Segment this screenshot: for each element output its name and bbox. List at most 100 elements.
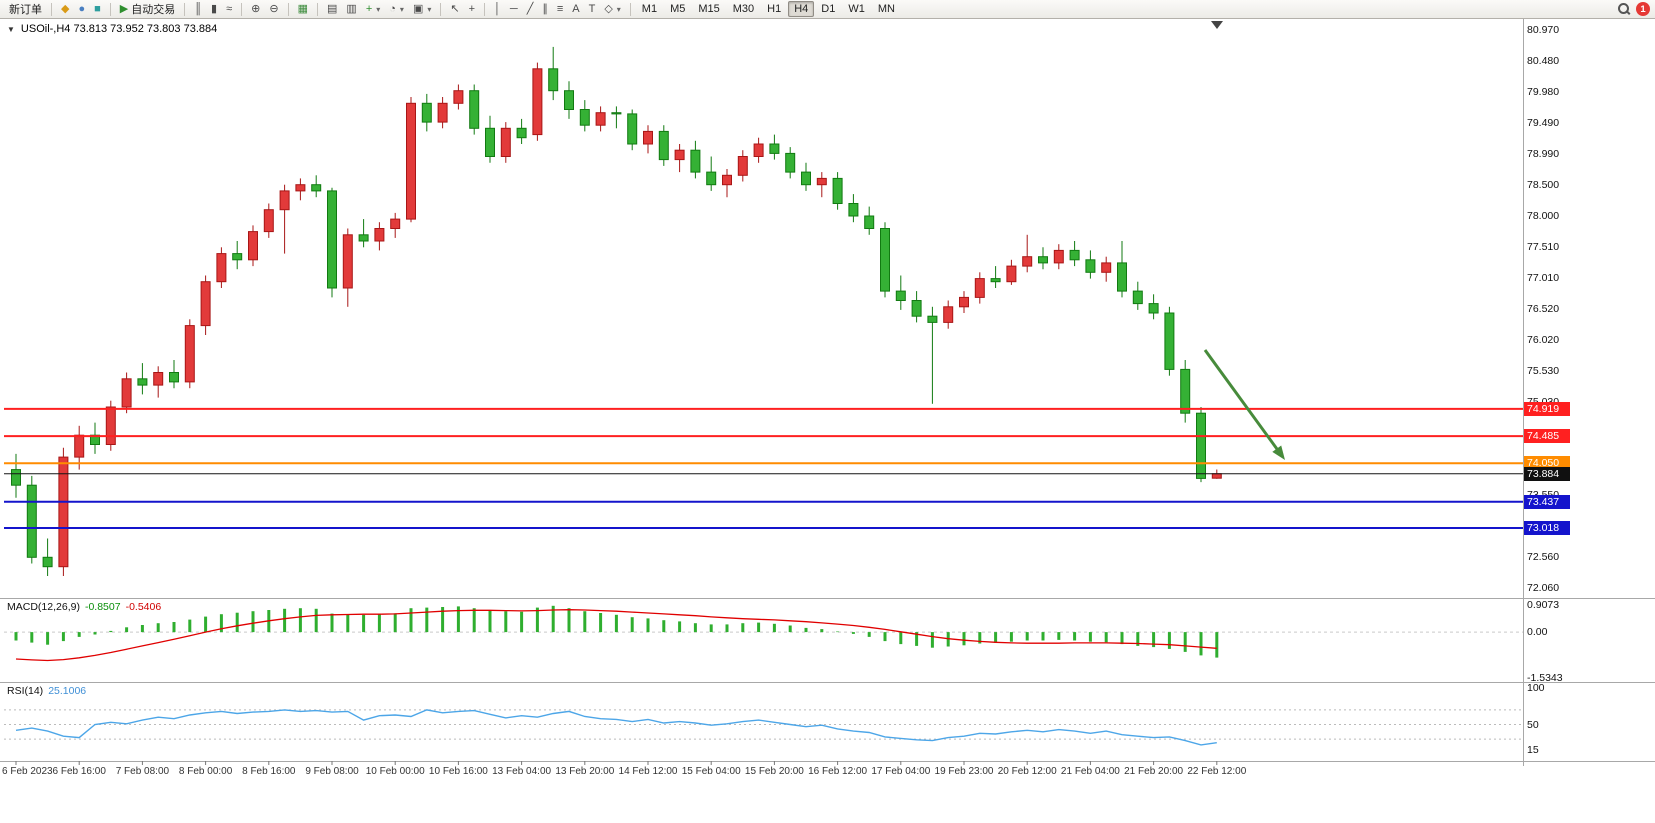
toolbar-separator	[629, 2, 631, 16]
zoom-out-icon[interactable]: ⊖	[265, 1, 282, 17]
market-watch-icon[interactable]: ■	[90, 1, 105, 17]
candle-bearish	[706, 171, 717, 186]
toolbar-group-panels: ◆ ● ■	[55, 1, 107, 17]
candle-bearish	[1038, 256, 1048, 264]
timeframe-m30[interactable]: M30	[727, 1, 760, 17]
rsi-label: RSI(14) 25.1006	[7, 685, 86, 697]
candle-bearish	[880, 228, 890, 292]
bar-chart-icon[interactable]: ║	[190, 1, 206, 17]
time-label: 14 Feb 12:00	[618, 766, 678, 777]
collapse-arrow-icon[interactable]: ▼	[7, 24, 15, 34]
candle-bullish	[248, 231, 258, 261]
new-order-button[interactable]: 新订单	[5, 1, 46, 17]
time-label: 19 Feb 23:00	[934, 766, 994, 777]
candle-bearish	[927, 315, 938, 323]
templates-icon[interactable]: ▣ ▾	[409, 1, 435, 17]
toolbar-group-cursor: ↖ +	[444, 1, 481, 17]
timeframe-m15[interactable]: M15	[692, 1, 725, 17]
add-indicator-icon[interactable]: + ▾	[362, 1, 384, 17]
candle-bearish	[232, 253, 243, 261]
candle-bearish	[485, 127, 495, 158]
horizontal-line-icon[interactable]: ─	[506, 1, 522, 17]
periods-icon[interactable]: ◔ ▾	[385, 1, 408, 17]
autotrading-button[interactable]: ▶ 自动交易	[116, 1, 179, 17]
channel-icon[interactable]: ∥	[538, 1, 552, 17]
candle-bearish	[611, 112, 622, 115]
candle-bullish	[406, 102, 416, 220]
autotrading-button-glyph: ▶	[119, 3, 129, 15]
cursor-icon-glyph: ↖	[450, 3, 460, 15]
toolbar-separator	[287, 2, 289, 16]
candle-bearish	[690, 149, 701, 173]
trend-arrow-head	[1272, 445, 1285, 460]
dropdown-arrow-icon[interactable]: ▾	[399, 4, 404, 14]
timeframe-w1[interactable]: W1	[842, 1, 871, 17]
dropdown-arrow-icon[interactable]: ▾	[427, 4, 432, 14]
time-label: 13 Feb 04:00	[492, 766, 552, 777]
time-label: 10 Feb 16:00	[428, 766, 488, 777]
text-icon[interactable]: A	[568, 1, 583, 17]
rsi-scale-label: 50	[1527, 718, 1539, 731]
shapes-icon[interactable]: ◇ ▾	[600, 1, 624, 17]
time-label: 15 Feb 04:00	[681, 766, 741, 777]
price-tick: 80.480	[1527, 54, 1560, 67]
navigator-icon[interactable]: ●	[74, 1, 89, 17]
dropdown-arrow-icon[interactable]: ▾	[616, 4, 621, 14]
price-tick: 75.530	[1527, 364, 1560, 377]
time-label: 16 Feb 12:00	[808, 766, 868, 777]
price-tick: 77.010	[1527, 272, 1560, 284]
indicators-icon-glyph: ▤	[327, 3, 338, 15]
vertical-line-icon[interactable]: │	[490, 1, 505, 17]
fibonacci-icon[interactable]: ≡	[553, 1, 567, 17]
timeframe-m5[interactable]: M5	[664, 1, 691, 17]
chart-shift-marker[interactable]	[1211, 21, 1223, 29]
price-tick: 78.990	[1527, 148, 1560, 160]
zoom-in-icon[interactable]: ⊕	[247, 1, 264, 17]
candle-bullish	[153, 372, 164, 386]
candle-bullish	[263, 209, 274, 233]
candle-bullish	[1022, 256, 1033, 267]
candle-bearish	[990, 278, 1001, 283]
price-tick: 79.490	[1527, 116, 1560, 129]
timeframe-h4[interactable]: H4	[788, 1, 815, 17]
candle-bullish	[816, 177, 827, 186]
candlestick-chart-icon[interactable]: ▮	[207, 1, 221, 17]
timeframe-h1[interactable]: H1	[761, 1, 787, 17]
candle-bearish	[658, 130, 669, 161]
candle-bearish	[832, 177, 843, 204]
indicators-icon[interactable]: ▤	[323, 1, 341, 17]
time-label: 8 Feb 16:00	[242, 766, 296, 777]
cursor-icon[interactable]: ↖	[446, 1, 463, 17]
trend-arrow[interactable]	[1203, 349, 1282, 455]
crosshair-icon-glyph: +	[468, 3, 476, 15]
text-label-icon[interactable]: T	[585, 1, 600, 17]
trendline-icon[interactable]: ╱	[523, 1, 538, 17]
candle-bearish	[1148, 303, 1159, 314]
dropdown-arrow-icon[interactable]: ▾	[376, 4, 381, 14]
timeframe-mn[interactable]: MN	[872, 1, 901, 17]
tile-windows-icon[interactable]: ▦	[294, 1, 312, 17]
line-chart-icon-glyph: ≈	[226, 3, 233, 15]
search-icon[interactable]	[1614, 1, 1635, 17]
signals-icon[interactable]: ◆	[57, 1, 73, 17]
crosshair-icon[interactable]: +	[465, 1, 479, 17]
timeframe-d1[interactable]: D1	[815, 1, 841, 17]
notification-badge[interactable]: 1	[1636, 2, 1650, 16]
objects-list-icon[interactable]: ▥	[342, 1, 360, 17]
candle-bearish	[1180, 368, 1191, 414]
candle-bullish	[453, 90, 464, 104]
zoom-in-icon-glyph: ⊕	[251, 3, 261, 15]
price-tick: 78.500	[1527, 178, 1560, 191]
candle-bearish	[469, 90, 480, 129]
candle-bullish	[722, 174, 732, 186]
candle-bearish	[548, 68, 559, 92]
toolbar-separator	[317, 2, 318, 16]
line-chart-icon[interactable]: ≈	[222, 1, 236, 17]
timeframe-m1[interactable]: M1	[636, 1, 663, 17]
candle-bearish	[1164, 312, 1175, 370]
timeframe-m5-label: M5	[670, 3, 686, 15]
price-badge: 73.437	[1524, 494, 1570, 509]
time-label: 17 Feb 04:00	[871, 766, 931, 777]
candle-bearish	[564, 90, 574, 110]
